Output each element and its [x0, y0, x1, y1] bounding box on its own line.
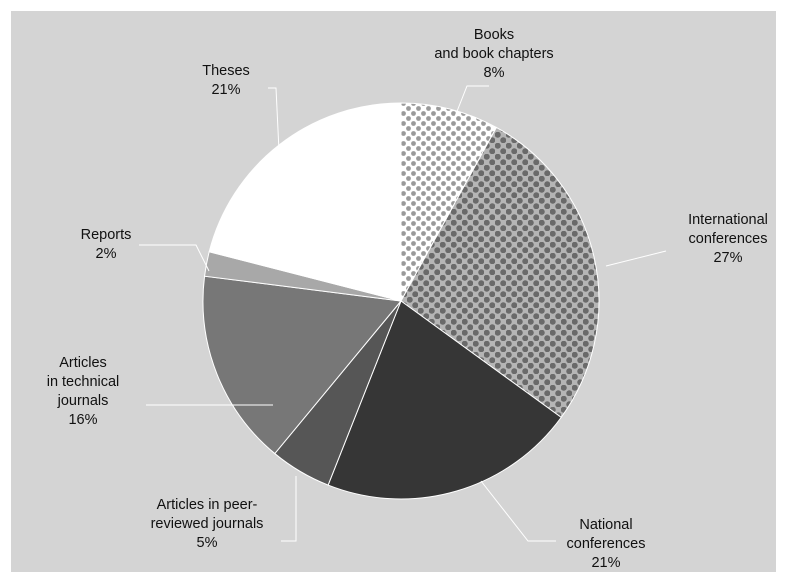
- leader-line-peer-reviewed: [281, 476, 297, 542]
- slice-label-national: National conferences 21%: [567, 517, 646, 571]
- pie-chart: Books and book chapters 8% International con…: [11, 11, 776, 572]
- leader-line-international: [605, 250, 667, 267]
- pie-slice-national: [327, 300, 562, 500]
- slice-name-line: journals: [57, 393, 109, 409]
- slice-name-line: Theses: [202, 63, 250, 79]
- leader-lines: [139, 85, 667, 542]
- slice-label-peer-reviewed: Articles in peer-reviewed journals 5%: [151, 497, 264, 551]
- slice-label-reports: Reports 2%: [81, 227, 132, 262]
- slice-name-line: Reports: [81, 227, 132, 243]
- leader-line-reports: [139, 244, 210, 272]
- slice-percent-international: 27%: [713, 250, 742, 266]
- slice-percent-national: 21%: [591, 555, 620, 571]
- slice-percent-reports: 2%: [96, 246, 117, 262]
- pie-slice-books: [400, 102, 498, 302]
- slice-name-line: reviewed journals: [151, 516, 264, 532]
- pie-slices: [202, 102, 600, 500]
- slice-percent-peer-reviewed: 5%: [197, 535, 218, 551]
- pie-slice-international: [400, 126, 600, 419]
- slice-label-books: Books and book chapters 8%: [434, 27, 553, 81]
- slice-percent-technical: 16%: [68, 412, 97, 428]
- slice-name-line: National: [579, 517, 632, 533]
- slice-percent-theses: 21%: [211, 82, 240, 98]
- leader-line-theses: [268, 87, 280, 152]
- slice-name-line: Articles: [59, 355, 107, 371]
- leader-line-national: [480, 480, 556, 542]
- slice-labels: Books and book chapters 8% International con…: [47, 27, 768, 571]
- slice-name-line: conferences: [689, 231, 768, 247]
- slice-name-line: International: [688, 212, 768, 228]
- slice-name-line: in technical: [47, 374, 120, 390]
- slice-label-international: International conferences 27%: [688, 212, 768, 266]
- slice-label-technical: Articles in technical journals 16%: [47, 355, 120, 428]
- leader-line-books: [453, 85, 489, 120]
- slice-name-line: and book chapters: [434, 46, 553, 62]
- slice-name-line: Articles in peer-: [157, 497, 258, 513]
- slice-name-line: conferences: [567, 536, 646, 552]
- slice-percent-books: 8%: [484, 65, 505, 81]
- pie-slice-technical: [202, 275, 402, 455]
- slice-name-line: Books: [474, 27, 514, 43]
- pie-slice-theses: [208, 102, 402, 302]
- slice-label-theses: Theses 21%: [202, 63, 250, 98]
